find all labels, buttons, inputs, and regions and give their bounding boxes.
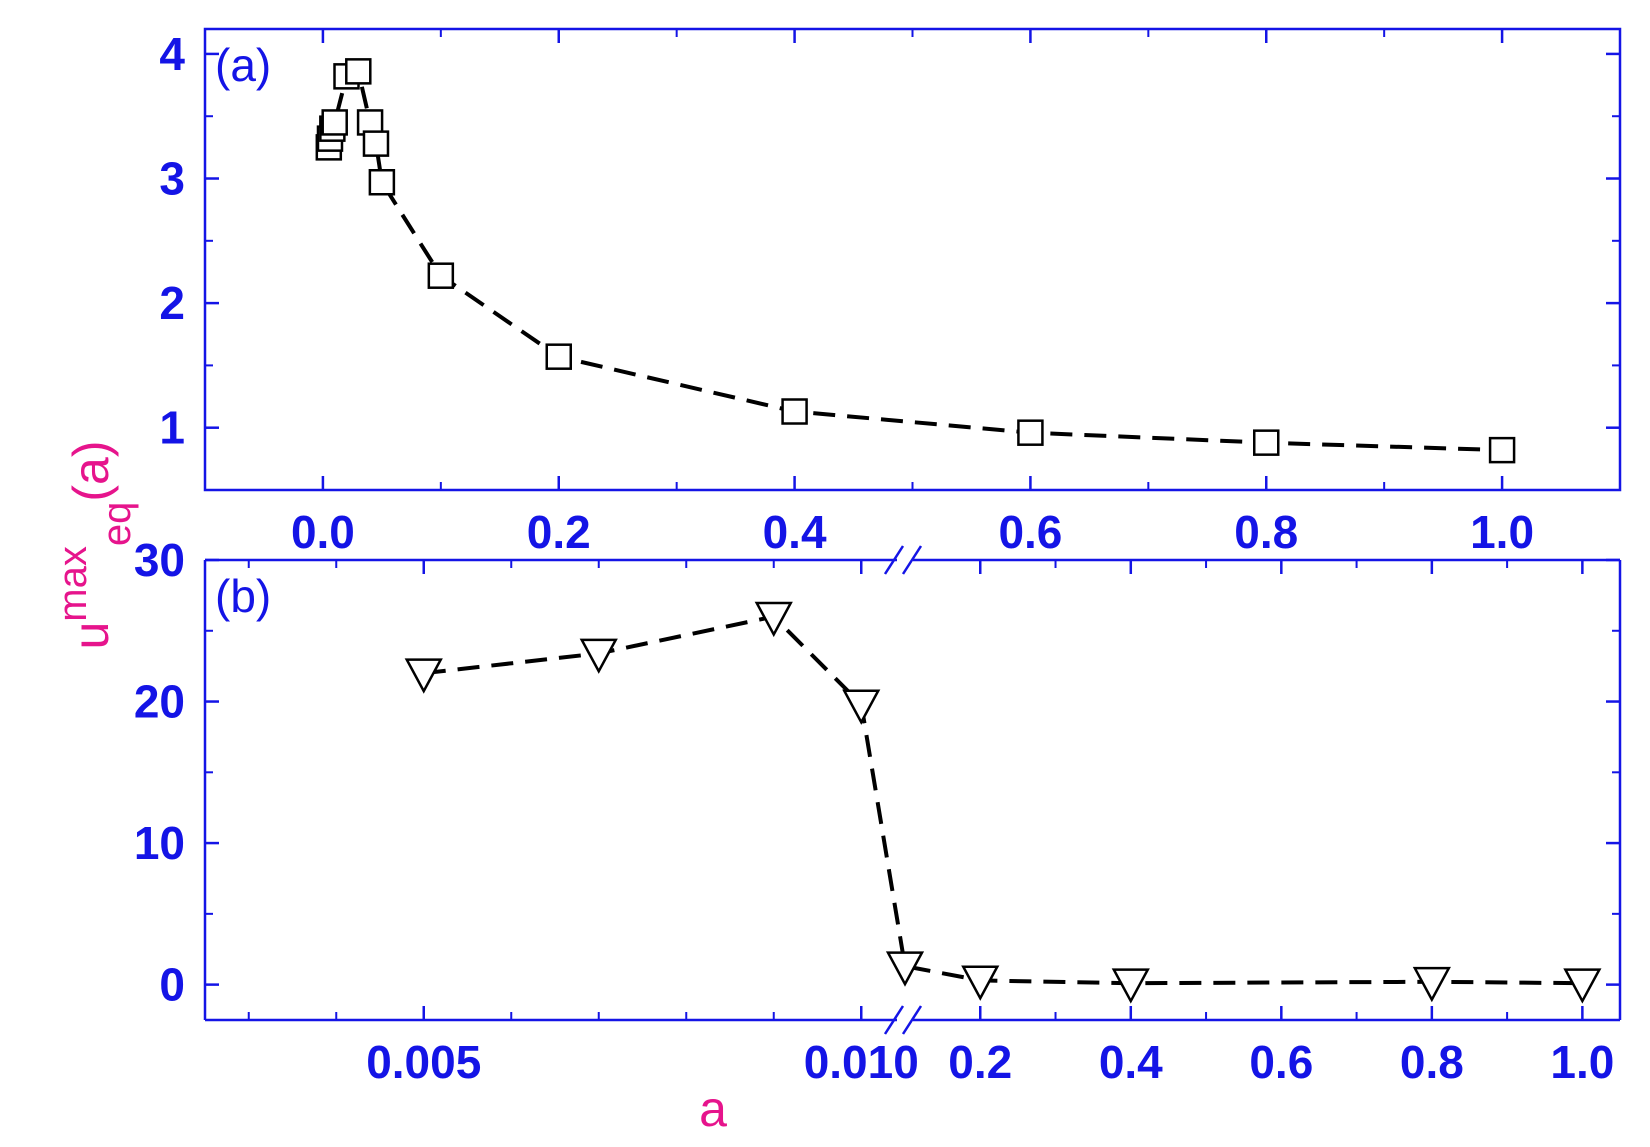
- panel-a-x-tick-label: 0.8: [1234, 506, 1298, 558]
- panel-b-axis-break-mark: [883, 1005, 905, 1035]
- x-axis-title: a: [699, 1081, 727, 1137]
- panel-b-data-point: [961, 965, 1000, 1001]
- panel-a-x-tick-label: 0.2: [527, 506, 591, 558]
- panel-b-x-tick-label: 1.0: [1550, 1036, 1614, 1088]
- panel-b-x-tick-label: 0.010: [804, 1036, 919, 1088]
- panel-a-data-point: [368, 169, 396, 196]
- panel-b-label: (b): [215, 570, 271, 622]
- panel-b-y-tick-label: 20: [134, 676, 185, 728]
- y-axis-title-sup: max: [51, 546, 95, 622]
- panel-a-x-tick-label: 0.0: [291, 506, 355, 558]
- panel-a-data-point: [1488, 436, 1516, 464]
- panel-b-axis-break-mark: [883, 545, 905, 575]
- panel-b-data-point: [1412, 966, 1451, 1003]
- panel-b-data-point: [579, 638, 618, 674]
- panel-a-frame: [203, 27, 1622, 492]
- panel-b-axis-break-mark: [901, 545, 923, 575]
- panel-b: 0.005 0.010 0.2 0.4 0.6 0.8 1.0 0 10 20 30 (b): [134, 534, 1622, 1088]
- panel-b-data-point: [885, 951, 925, 987]
- panel-a-data-point: [345, 58, 372, 85]
- panel-b-series-line: [423, 614, 1583, 986]
- panel-a-data-point: [427, 262, 455, 289]
- y-axis-title-sub: eq: [95, 502, 139, 547]
- panel-b-x-tick-label: 0.4: [1099, 1036, 1163, 1088]
- panel-b-data-point: [754, 601, 793, 638]
- panel-b-y-tick-label: 0: [159, 959, 185, 1011]
- panel-b-data-point: [404, 658, 443, 694]
- panel-a-data-point: [362, 130, 390, 157]
- panel-a-data-point: [321, 109, 348, 136]
- panel-a-x-tick-label: 1.0: [1470, 506, 1534, 558]
- panel-a: 0.0 0.2 0.4 0.6 0.8 1.0 1 2 3 4 (a): [159, 27, 1622, 558]
- panel-a-data-point: [781, 398, 808, 425]
- panel-a-y-tick-label: 1: [159, 402, 185, 454]
- panel-a-label: (a): [215, 39, 271, 91]
- panel-a-y-tick-label: 4: [159, 28, 185, 80]
- panel-a-y-tick-label: 2: [159, 277, 185, 329]
- panel-a-series-line: [326, 68, 1503, 453]
- panel-b-data-point: [1111, 968, 1150, 1004]
- panel-b-y-tick-label: 30: [134, 534, 185, 586]
- panel-a-data-point: [1253, 429, 1280, 456]
- panel-a-data-point: [545, 343, 572, 370]
- panel-a-y-tick-label: 3: [159, 153, 185, 205]
- panel-b-x-tick-label: 0.2: [948, 1036, 1012, 1088]
- y-axis-title: umaxeq(a): [51, 441, 139, 650]
- y-axis-title-suffix: (a): [63, 441, 119, 502]
- panel-a-data-point: [1017, 419, 1044, 446]
- panel-b-x-tick-label: 0.8: [1400, 1036, 1464, 1088]
- panel-a-x-tick-label: 0.6: [998, 506, 1062, 558]
- panel-b-axis-break-mark: [901, 1005, 923, 1035]
- panel-b-data-point: [842, 689, 881, 725]
- panel-b-y-tick-label: 10: [134, 817, 185, 869]
- panel-b-data-point: [1563, 968, 1602, 1004]
- panel-b-x-tick-label: 0.6: [1249, 1036, 1313, 1088]
- panel-b-x-tick-label: 0.005: [366, 1036, 481, 1088]
- panel-a-x-tick-label: 0.4: [763, 506, 827, 558]
- y-axis-title-base: u: [63, 622, 119, 650]
